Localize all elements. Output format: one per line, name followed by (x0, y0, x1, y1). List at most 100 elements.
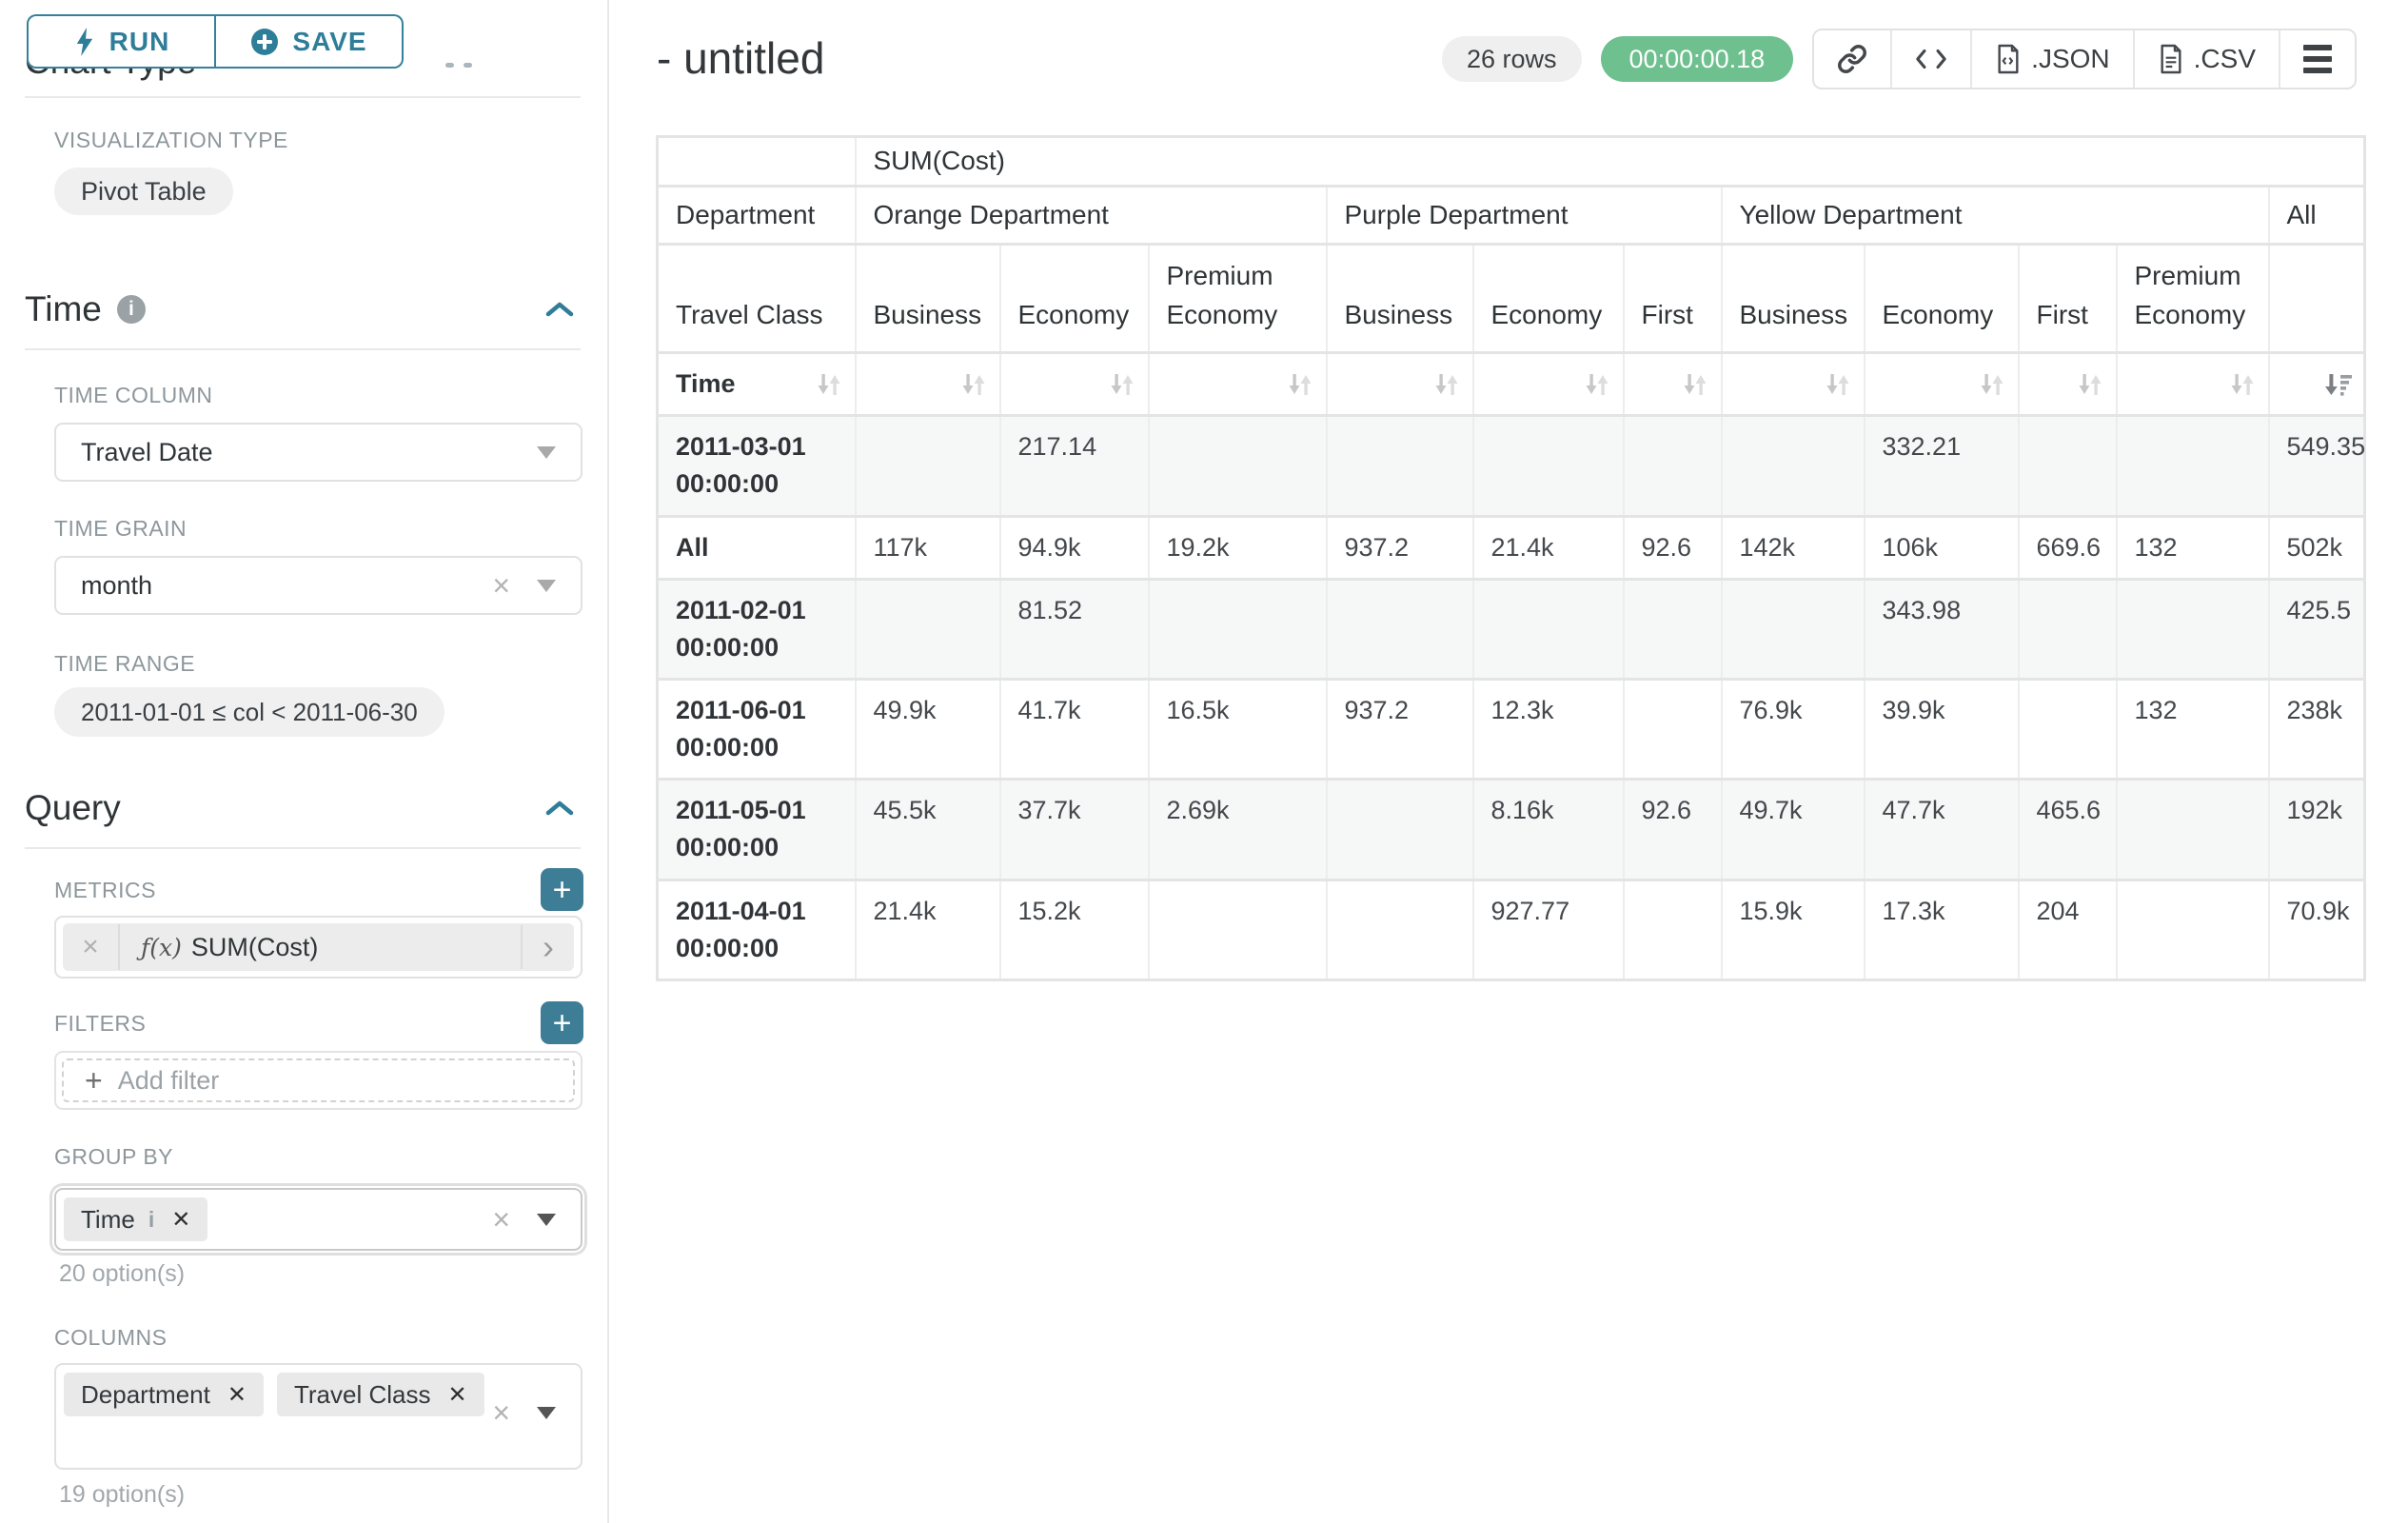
pivot-cell: 669.6 (2017, 514, 2117, 580)
pivot-cell (1325, 778, 1473, 880)
chart-title[interactable]: - untitled (657, 33, 825, 83)
pivot-row-label: 2011-02-01 00:00:00 (656, 577, 856, 680)
chevron-down-icon[interactable] (537, 1406, 556, 1419)
pivot-group-header: All (2267, 185, 2365, 245)
group-by-chip-label: Time (81, 1204, 135, 1234)
sort-icon[interactable] (1822, 368, 1854, 401)
pivot-cell (2017, 577, 2117, 680)
sort-icon[interactable] (1976, 368, 2008, 401)
pivot-sort-cell (1720, 351, 1865, 416)
pivot-cell: 39.9k (1863, 678, 2019, 780)
run-button[interactable]: RUN (27, 14, 215, 69)
pivot-cell: 49.9k (854, 678, 1000, 780)
pivot-group-header: Orange Department (854, 185, 1327, 245)
clear-icon[interactable]: × (492, 568, 510, 603)
remove-metric-icon[interactable]: × (63, 924, 120, 970)
clear-icon[interactable]: × (492, 1395, 510, 1430)
sort-icon[interactable] (1284, 368, 1316, 401)
columns-chip[interactable]: Travel Class ✕ (276, 1373, 484, 1416)
time-column-select[interactable]: Travel Date (54, 423, 582, 482)
pivot-cell: 47.7k (1863, 778, 2019, 880)
columns-chip[interactable]: Department ✕ (64, 1373, 264, 1416)
sort-icon[interactable] (1431, 368, 1463, 401)
save-button[interactable]: SAVE (215, 14, 404, 69)
pivot-row-label: 2011-04-01 00:00:00 (656, 878, 856, 980)
time-column-label: TIME COLUMN (54, 383, 213, 407)
remove-chip-icon[interactable]: ✕ (227, 1381, 247, 1408)
view-query-button[interactable] (1890, 30, 1970, 88)
json-file-icon (1995, 44, 2022, 74)
pivot-cell: 37.7k (998, 778, 1149, 880)
pivot-cell (1622, 878, 1722, 980)
chevron-down-icon[interactable] (537, 579, 556, 592)
pivot-cell: 192k (2267, 778, 2365, 880)
chevron-up-icon[interactable] (544, 799, 575, 818)
pivot-cell: 425.5 (2267, 577, 2365, 680)
pivot-col-header: Business (854, 242, 1000, 353)
group-by-chip[interactable]: Time i ✕ (64, 1197, 208, 1241)
pivot-table: SUM(Cost) Department Orange Department Purp… (656, 135, 2367, 981)
chevron-up-icon[interactable] (544, 300, 575, 319)
export-csv-label: .CSV (2193, 44, 2256, 73)
time-grain-label: TIME GRAIN (54, 516, 188, 541)
pivot-sort-cell (2115, 351, 2269, 416)
code-icon (1915, 46, 1947, 72)
visualization-type-value[interactable]: Pivot Table (54, 168, 233, 215)
export-json-label: .JSON (2031, 44, 2110, 73)
pivot-col-header: Economy (1863, 242, 2019, 353)
time-range-value[interactable]: 2011-01-01 ≤ col < 2011-06-30 (54, 687, 444, 737)
sort-icon[interactable] (2074, 368, 2106, 401)
columns-options-count: 19 option(s) (59, 1481, 186, 1508)
pivot-cell: 549.35 (2267, 414, 2365, 517)
pivot-cell: 502k (2267, 514, 2365, 580)
pivot-col-header: Premium Economy (2115, 242, 2269, 353)
remove-chip-icon[interactable]: ✕ (447, 1381, 467, 1408)
group-by-select[interactable]: Time i ✕ × (54, 1188, 582, 1251)
sort-icon[interactable] (1679, 368, 1711, 401)
export-json-button[interactable]: .JSON (1970, 30, 2132, 88)
add-metric-button[interactable]: + (541, 868, 583, 911)
pivot-cell (1622, 678, 1722, 780)
add-filter-button[interactable]: + Add filter (62, 1058, 575, 1102)
time-grain-select[interactable]: month × (54, 556, 582, 615)
pivot-cell (2115, 778, 2269, 880)
chevron-down-icon[interactable] (537, 1213, 556, 1226)
metric-chip-label: SUM(Cost) (190, 932, 319, 961)
add-filter-plus-button[interactable]: + (541, 1001, 583, 1044)
pivot-cell: 937.2 (1325, 514, 1473, 580)
pivot-sort-cell (1863, 351, 2019, 416)
clear-icon[interactable]: × (492, 1202, 510, 1236)
sort-icon[interactable] (2226, 368, 2259, 401)
plus-icon: + (85, 1062, 103, 1098)
chevron-down-icon[interactable] (537, 445, 556, 459)
pivot-row-label: 2011-06-01 00:00:00 (656, 678, 856, 780)
pivot-sort-cell (2017, 351, 2117, 416)
group-by-options-count: 20 option(s) (59, 1260, 186, 1287)
pivot-cell: 937.2 (1325, 678, 1473, 780)
divider (25, 96, 581, 98)
pivot-cell: 15.9k (1720, 878, 1865, 980)
pivot-cell (2115, 577, 2269, 680)
time-section-header[interactable]: Time i (25, 289, 581, 329)
sort-icon[interactable] (957, 368, 990, 401)
query-section-header[interactable]: Query (25, 788, 581, 828)
menu-button[interactable] (2279, 30, 2355, 88)
pivot-cell: 94.9k (998, 514, 1149, 580)
remove-chip-icon[interactable]: ✕ (171, 1206, 191, 1233)
pivot-col-header: First (2017, 242, 2117, 353)
chevron-right-icon[interactable]: › (521, 925, 574, 969)
pivot-cell (1325, 414, 1473, 517)
pivot-col-dimension-label: Department (656, 185, 856, 245)
sort-icon[interactable] (1581, 368, 1613, 401)
pivot-sort-cell (1471, 351, 1624, 416)
columns-select[interactable]: Department ✕ Travel Class ✕ × (54, 1363, 582, 1470)
pivot-cell: 21.4k (854, 878, 1000, 980)
pivot-cell (1147, 414, 1327, 517)
sort-icon[interactable] (1106, 368, 1138, 401)
share-link-button[interactable] (1814, 30, 1890, 88)
sort-desc-icon[interactable] (2321, 368, 2354, 401)
export-csv-button[interactable]: .CSV (2132, 30, 2279, 88)
sort-icon[interactable] (813, 368, 845, 401)
metric-chip[interactable]: × ƒ(x) SUM(Cost) › (63, 923, 574, 971)
divider (25, 847, 581, 849)
